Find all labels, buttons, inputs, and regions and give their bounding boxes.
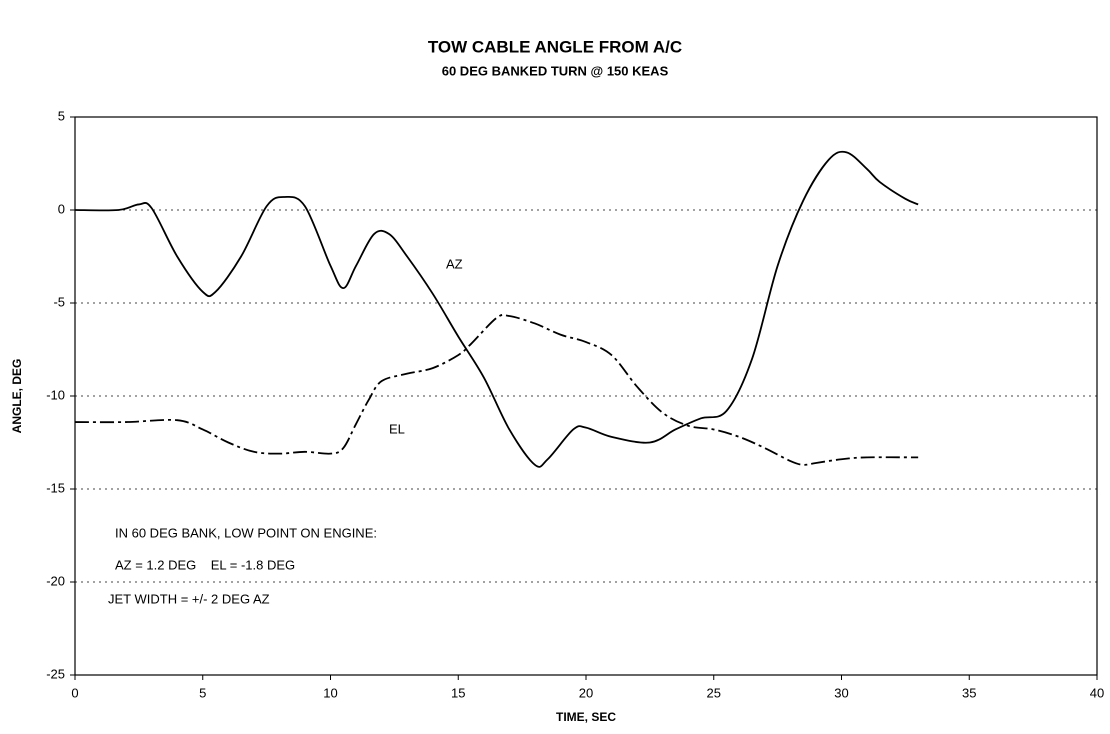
y-tick-label: 5 — [58, 108, 65, 123]
y-tick-label: -15 — [46, 480, 65, 495]
x-tick-label: 35 — [962, 685, 976, 700]
x-tick-label: 40 — [1090, 685, 1104, 700]
annotation: AZ = 1.2 DEG EL = -1.8 DEG — [115, 557, 295, 572]
x-tick-label: 5 — [199, 685, 206, 700]
y-tick-label: -5 — [53, 294, 65, 309]
annotation: JET WIDTH = +/- 2 DEG AZ — [108, 591, 270, 606]
y-axis-label: ANGLE, DEG — [10, 359, 24, 434]
x-tick-label: 15 — [451, 685, 465, 700]
chart-subtitle: 60 DEG BANKED TURN @ 150 KEAS — [442, 63, 669, 78]
series-label: EL — [389, 421, 405, 436]
y-tick-label: 0 — [58, 201, 65, 216]
y-tick-label: -20 — [46, 573, 65, 588]
x-tick-label: 10 — [323, 685, 337, 700]
line — [74, 150, 919, 468]
y-tick-label: -25 — [46, 666, 65, 681]
y-tick-label: -10 — [46, 387, 65, 402]
line — [74, 313, 919, 466]
chart-title: TOW CABLE ANGLE FROM A/C — [428, 37, 682, 56]
series-label: AZ — [446, 256, 463, 271]
plot-border — [74, 116, 1098, 676]
x-tick-label: 30 — [834, 685, 848, 700]
x-tick-label: 25 — [707, 685, 721, 700]
x-tick-label: 0 — [71, 685, 78, 700]
annotation: IN 60 DEG BANK, LOW POINT ON ENGINE: — [115, 525, 377, 540]
x-tick-label: 20 — [579, 685, 593, 700]
x-axis-label: TIME, SEC — [556, 710, 616, 724]
